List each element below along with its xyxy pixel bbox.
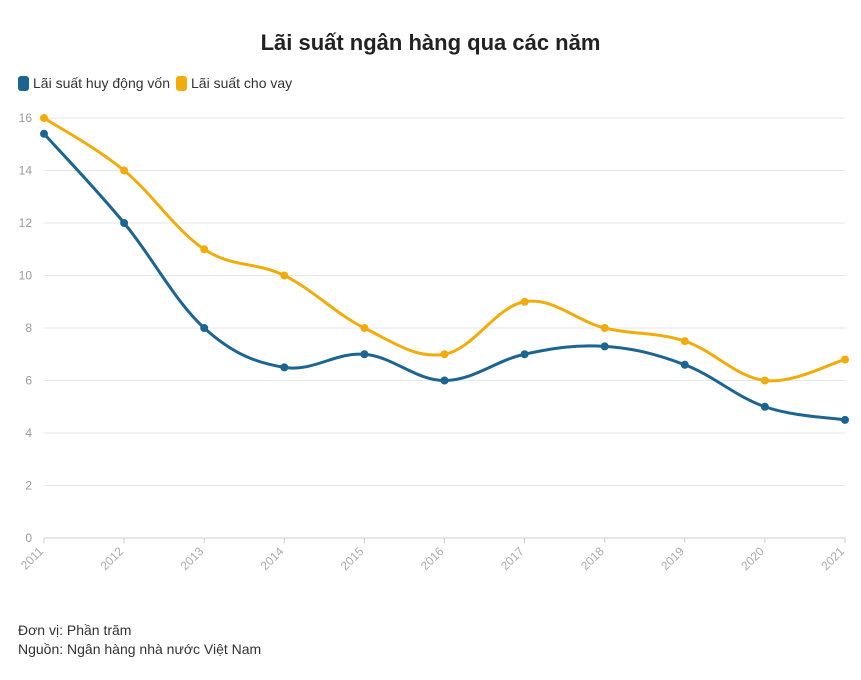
- data-point-s1-2021: [841, 355, 849, 364]
- legend-swatch-cho-vay: [176, 75, 187, 91]
- x-tick-label-2018: 2018: [578, 544, 607, 573]
- x-tick-label-2016: 2016: [418, 544, 447, 573]
- x-tick-label-2014: 2014: [258, 544, 287, 573]
- data-point-s1-2018: [600, 324, 609, 332]
- y-tick-label-2: 2: [25, 479, 32, 493]
- x-tick-label-2012: 2012: [97, 544, 126, 573]
- y-tick-label-10: 10: [19, 269, 33, 283]
- data-point-s0-2021: [841, 415, 849, 424]
- data-point-s0-2017: [520, 350, 529, 359]
- x-tick-label-2017: 2017: [498, 544, 527, 573]
- data-point-s0-2016: [440, 376, 449, 385]
- data-point-s0-2012: [120, 219, 129, 227]
- x-tick-label-2011: 2011: [18, 544, 46, 572]
- data-point-s1-2013: [200, 245, 209, 254]
- legend-item-cho-vay[interactable]: Lãi suất cho vay: [176, 75, 292, 91]
- legend-label-huy-dong: Lãi suất huy động vốn: [33, 75, 170, 91]
- data-point-s0-2020: [760, 402, 769, 411]
- line-chart: 0 2 4 6 8 10 12 14 16 2011 2012 2013 2014 2015 2016 201…: [18, 111, 849, 573]
- data-point-s0-2015: [360, 350, 369, 359]
- legend-swatch-huy-dong: [18, 75, 29, 91]
- data-point-s1-2011: [40, 114, 48, 122]
- x-tick-label-2020: 2020: [738, 544, 767, 573]
- unit-note: Đơn vị: Phần trăm: [18, 622, 132, 638]
- series-line-0: [42, 132, 847, 422]
- footer: Đơn vị: Phần trăm Nguồn: Ngân hàng nhà n…: [18, 621, 261, 659]
- x-tick-label-2013: 2013: [178, 544, 207, 573]
- series-line-1: [42, 116, 847, 383]
- data-point-s1-2015: [360, 324, 369, 332]
- data-point-s0-2014: [280, 363, 289, 372]
- legend-item-huy-dong[interactable]: Lãi suất huy động vốn: [18, 75, 170, 91]
- data-point-s1-2014: [280, 271, 289, 280]
- y-tick-label-8: 8: [25, 321, 32, 335]
- y-tick-label-6: 6: [25, 374, 32, 388]
- legend: Lãi suất huy động vốn Lãi suất cho vay: [18, 75, 298, 91]
- x-tick-label-2021: 2021: [818, 544, 847, 573]
- data-point-s1-2020: [760, 376, 769, 385]
- source-note: Nguồn: Ngân hàng nhà nước Việt Nam: [18, 641, 262, 657]
- y-tick-label-14: 14: [19, 164, 33, 178]
- chart-title: Lãi suất ngân hàng qua các năm: [260, 30, 601, 55]
- data-point-s0-2011: [40, 129, 48, 138]
- data-point-s0-2018: [600, 342, 609, 351]
- x-tick-label-2019: 2019: [658, 544, 687, 573]
- y-tick-label-12: 12: [19, 216, 33, 230]
- data-point-s1-2012: [120, 166, 129, 175]
- y-tick-label-16: 16: [19, 111, 33, 125]
- data-point-s1-2017: [520, 297, 529, 306]
- data-point-s1-2019: [680, 337, 689, 346]
- data-point-s0-2013: [200, 324, 209, 332]
- data-point-s0-2019: [680, 360, 689, 369]
- y-tick-label-0: 0: [25, 531, 32, 545]
- x-tick-label-2015: 2015: [338, 544, 367, 573]
- data-point-s1-2016: [440, 350, 449, 359]
- y-tick-label-4: 4: [25, 426, 32, 440]
- legend-label-cho-vay: Lãi suất cho vay: [191, 75, 293, 91]
